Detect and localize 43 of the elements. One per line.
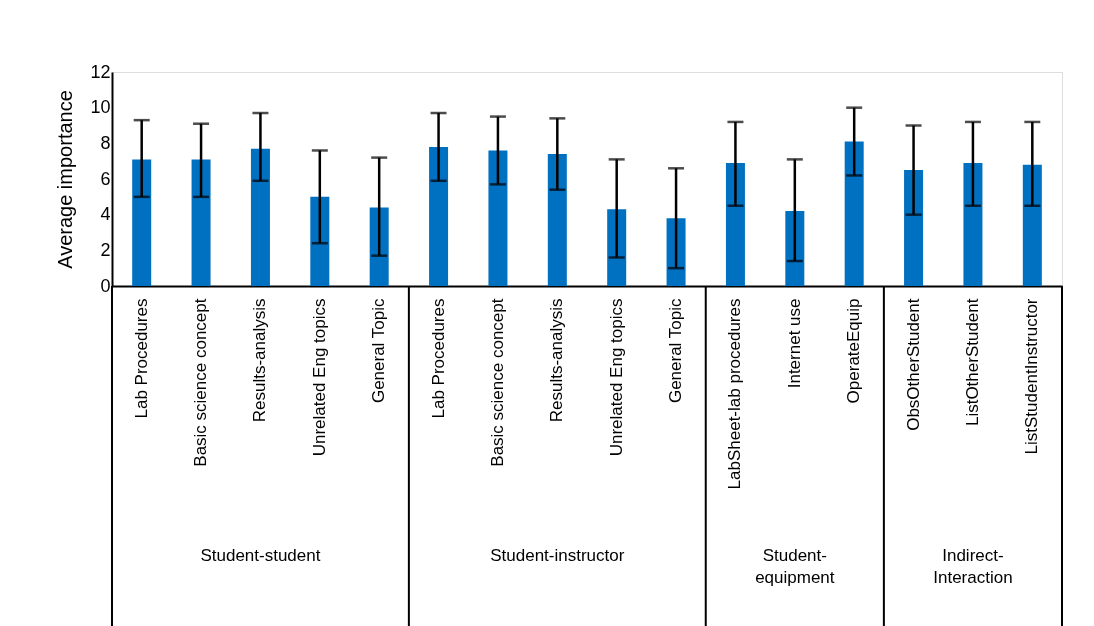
bar	[844, 141, 864, 286]
x-tick-label: Lab Procedures	[428, 298, 448, 419]
text: Student-student	[200, 546, 321, 565]
bar	[547, 154, 567, 286]
x-tick-label: Unrelated Eng topics	[606, 298, 626, 457]
text: Indirect-Interaction	[933, 546, 1013, 587]
bar	[429, 146, 449, 286]
bar	[488, 150, 508, 286]
x-tick-label: Unrelated Eng topics	[309, 298, 329, 457]
bar	[725, 162, 745, 286]
y-tick-label: 2	[100, 239, 111, 260]
y-tick-label: 12	[90, 61, 111, 82]
x-tick-label: ObsOtherStudent	[903, 298, 923, 431]
x-tick-label: LabSheet-lab procedures	[725, 298, 745, 490]
x-tick-label: General Topic	[666, 298, 686, 404]
bar	[132, 159, 152, 286]
text: Student-instructor	[490, 546, 625, 565]
x-tick-label: ListStudentInstructor	[1022, 298, 1042, 455]
y-tick-label: 4	[100, 204, 111, 225]
y-tick-label: 8	[100, 132, 111, 153]
x-tick-label: Results-analysis	[250, 298, 270, 423]
bar	[191, 159, 211, 286]
x-tick-label: Lab Procedures	[131, 298, 151, 419]
text: Student-equipment	[755, 546, 835, 587]
x-tick-label: Basic science concept	[191, 298, 211, 467]
x-tick-label: ListOtherStudent	[962, 298, 982, 427]
bar	[963, 162, 983, 286]
y-tick-label: 0	[100, 275, 111, 296]
x-tick-label: General Topic	[369, 298, 389, 404]
x-tick-label: Basic science concept	[487, 298, 507, 467]
bar	[310, 196, 330, 286]
bar	[369, 207, 389, 286]
bar	[666, 218, 686, 286]
x-tick-label: Results-analysis	[547, 298, 567, 423]
bar	[785, 211, 805, 286]
x-tick-label: OperateEquip	[844, 298, 864, 404]
bar	[250, 148, 270, 286]
bar	[1022, 164, 1042, 286]
bar	[904, 170, 924, 286]
y-axis-title: Average importance	[54, 90, 77, 269]
y-tick-label: 6	[100, 168, 111, 189]
x-tick-label: Internet use	[784, 298, 804, 389]
y-tick-label: 10	[90, 97, 111, 118]
